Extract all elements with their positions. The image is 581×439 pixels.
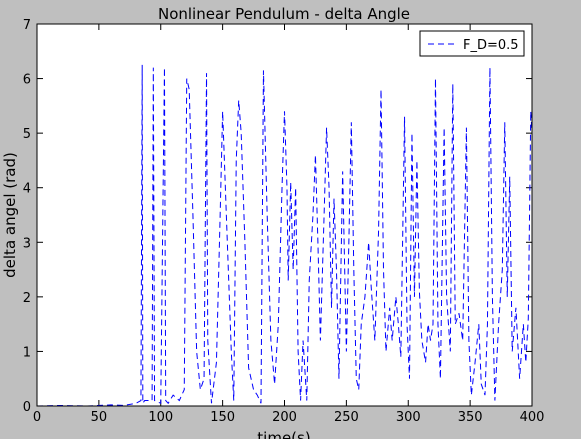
plot-area: [37, 24, 532, 406]
y-tick-label: 4: [23, 182, 31, 197]
x-tick-label: 50: [91, 410, 108, 425]
x-tick-label: 200: [272, 410, 297, 425]
data-line: [36, 64, 533, 407]
x-tick-label: 350: [458, 410, 483, 425]
x-tick-label: 300: [396, 410, 421, 425]
x-axis-label: time(s): [257, 429, 310, 439]
y-tick-label: 1: [23, 345, 31, 360]
chart-title: Nonlinear Pendulum - delta Angle: [158, 5, 410, 23]
x-tick-label: 150: [210, 410, 235, 425]
y-tick-label: 7: [23, 18, 31, 33]
y-axis-label: delta angel (rad): [1, 152, 19, 278]
y-tick-label: 3: [23, 236, 31, 251]
plot-frame: [36, 23, 533, 407]
x-tick-label: 100: [148, 410, 173, 425]
x-tick-label: 250: [334, 410, 359, 425]
y-tick-label: 5: [23, 127, 31, 142]
x-tick-label: 0: [33, 410, 41, 425]
legend-box: [419, 30, 525, 57]
y-tick-label: 0: [23, 400, 31, 415]
y-tick-label: 6: [23, 73, 31, 88]
x-tick-label: 400: [520, 410, 545, 425]
y-tick-label: 2: [23, 291, 31, 306]
legend-label: F_D=0.5: [463, 38, 519, 53]
